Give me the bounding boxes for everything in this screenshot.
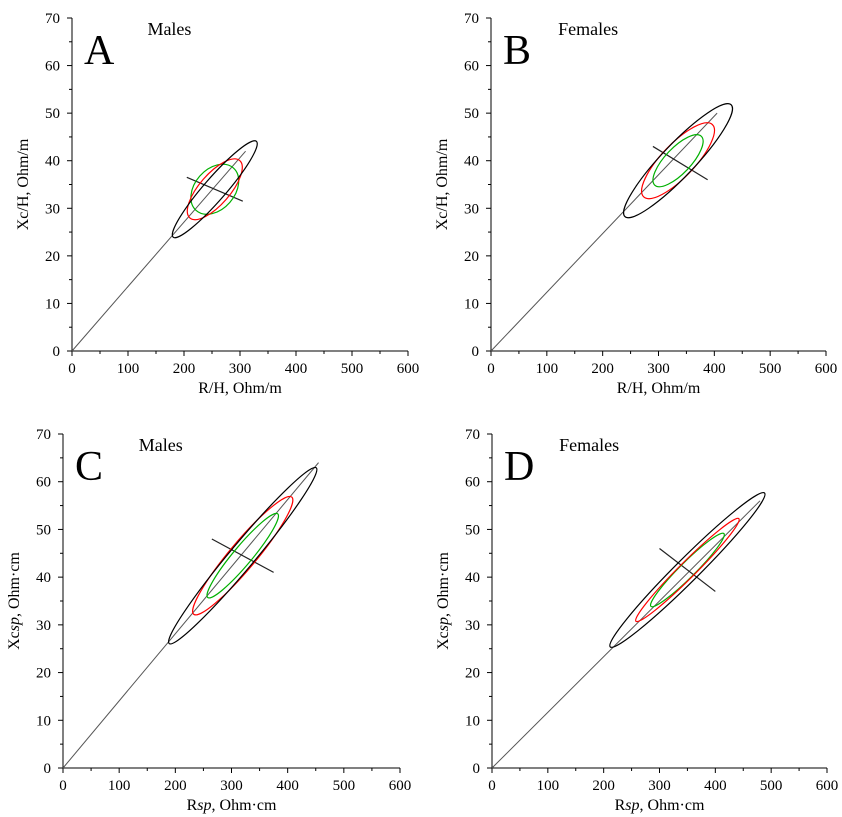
minor-axis-line [652,145,708,181]
minor-axis-line [211,538,274,573]
y-tick-label: 10 [45,296,60,312]
x-tick-label: 100 [536,361,559,377]
x-tick-label: 300 [220,778,243,794]
panel-b: 0 100 200 300 400 500 600 0 10 20 30 40 50 60 70 R/H, O… [434,11,837,397]
y-tick-label: 50 [464,106,479,122]
panel-a: 0 100 200 300 400 500 600 0 10 20 30 40 50 60 70 R/H, O… [15,11,419,397]
tolerance-ellipse-95pct [609,492,766,648]
y-tick-label: 20 [45,249,60,265]
y-tick-label: 70 [45,11,60,27]
y-tick-label: 40 [36,570,51,586]
y-tick-label: 20 [464,249,479,265]
major-axis-line [490,112,718,352]
x-tick-label: 0 [68,361,76,377]
y-axis-label: Xc/H, Ohm/m [15,138,32,230]
major-axis-line [71,150,246,352]
panel-title: Males [139,435,183,455]
y-tick-label: 60 [465,475,480,491]
y-tick-label: 10 [36,713,51,729]
panel-letter: A [84,28,115,74]
x-tick-label: 0 [59,778,67,794]
y-tick-label: 30 [45,201,60,217]
x-tick-label: 500 [760,778,783,794]
x-tick-label: 500 [341,361,364,377]
tolerance-ellipse-95pct [167,466,318,645]
y-tick-label: 70 [36,427,51,443]
x-tick-label: 400 [704,778,727,794]
panel-letter: B [503,28,531,74]
y-tick-label: 30 [464,201,479,217]
x-tick-label: 600 [816,778,839,794]
y-tick-label: 0 [473,761,481,777]
y-axis-label: Xc/H, Ohm/m [434,138,451,230]
panel-title: Males [147,19,191,39]
x-tick-label: 200 [592,778,615,794]
tolerance-ellipse-50pct [206,512,280,599]
y-tick-label: 50 [465,522,480,538]
tolerance-ellipse-95pct [171,140,258,239]
x-tick-label: 600 [389,778,412,794]
panel-letter: C [75,444,103,490]
panel-title: Females [559,435,619,455]
major-axis-line [491,500,761,769]
panel-letter: D [504,444,534,490]
y-tick-label: 30 [465,618,480,634]
x-tick-label: 100 [108,778,131,794]
y-tick-label: 40 [465,570,480,586]
x-tick-label: 200 [173,361,196,377]
y-tick-label: 10 [465,713,480,729]
x-axis-label: Rsp, Ohm·cm [615,797,705,814]
tolerance-ellipse-75pct [192,495,294,616]
x-tick-label: 400 [276,778,299,794]
tolerance-ellipse-75pct [641,122,716,200]
x-tick-label: 500 [759,361,782,377]
y-tick-label: 70 [464,11,479,27]
x-tick-label: 600 [815,361,838,377]
panel-title: Females [558,19,618,39]
y-axis-label: Xcsp, Ohm·cm [435,552,452,650]
y-tick-label: 60 [464,59,479,75]
x-tick-label: 0 [488,778,496,794]
y-tick-label: 40 [45,154,60,170]
x-tick-label: 100 [117,361,140,377]
x-axis-label: Rsp, Ohm·cm [187,797,277,814]
x-axis-label: R/H, Ohm/m [617,380,701,397]
x-tick-label: 300 [647,361,670,377]
y-tick-label: 40 [464,154,479,170]
y-tick-label: 0 [53,344,61,360]
x-tick-label: 400 [703,361,726,377]
y-tick-label: 20 [465,666,480,682]
tolerance-ellipse-95pct [623,103,734,219]
y-tick-label: 60 [45,59,60,75]
y-tick-label: 0 [472,344,480,360]
panel-c: 0 100 200 300 400 500 600 0 10 20 30 40 50 60 70 Rsp, O… [6,427,411,814]
y-tick-label: 20 [36,666,51,682]
x-tick-label: 200 [164,778,187,794]
tolerance-ellipse-50pct [652,134,704,188]
y-tick-label: 30 [36,618,51,634]
y-tick-label: 70 [465,427,480,443]
y-tick-label: 10 [464,296,479,312]
tolerance-ellipse-75pct [635,517,740,623]
x-tick-label: 0 [487,361,495,377]
y-tick-label: 50 [36,522,51,538]
panel-d: 0 100 200 300 400 500 600 0 10 20 30 40 50 60 70 Rsp, O… [435,427,838,814]
y-tick-label: 50 [45,106,60,122]
x-tick-label: 300 [229,361,252,377]
x-tick-label: 400 [285,361,308,377]
x-tick-label: 500 [333,778,356,794]
x-tick-label: 200 [591,361,614,377]
x-tick-label: 300 [648,778,671,794]
tolerance-ellipse-75pct [186,158,243,221]
x-axis-label: R/H, Ohm/m [198,380,282,397]
major-axis-line [62,462,319,769]
y-axis-label: Xcsp, Ohm·cm [6,552,23,650]
x-tick-label: 600 [397,361,420,377]
y-tick-label: 60 [36,475,51,491]
y-tick-label: 0 [44,761,52,777]
tolerance-ellipse-50pct [190,163,240,215]
x-tick-label: 100 [537,778,560,794]
minor-axis-line [659,548,716,592]
